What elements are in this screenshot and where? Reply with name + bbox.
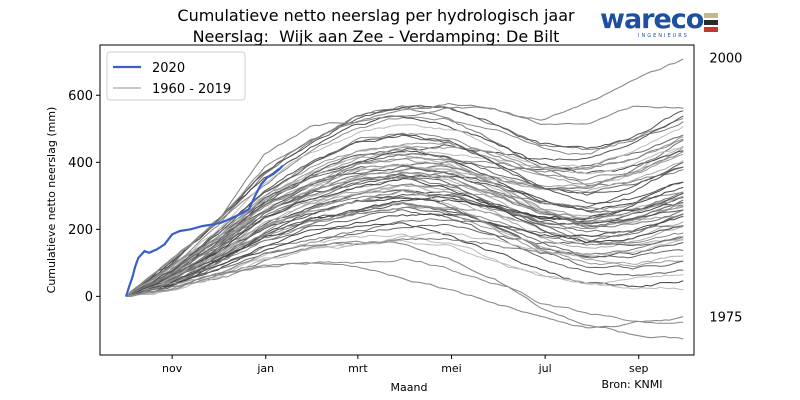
x-tick-label: mrt — [348, 362, 368, 375]
x-tick-label: jul — [538, 362, 552, 375]
historic-line — [125, 189, 684, 297]
y-tick-label: 200 — [68, 223, 93, 238]
plot-frame — [99, 44, 695, 356]
wareco-logo: wareco INGENIEURS — [600, 4, 720, 40]
historic-line — [125, 212, 684, 297]
historic-line — [125, 192, 684, 297]
x-axis-label: Maand — [391, 381, 428, 394]
historic-line — [125, 133, 684, 297]
historic-line — [125, 173, 684, 297]
historic-line — [125, 209, 684, 297]
x-tick-label: sep — [629, 362, 648, 375]
historic-line — [125, 232, 684, 297]
logo-mark-icon — [704, 13, 718, 32]
y-axis: 0 200 400 600 — [68, 89, 100, 305]
historic-line — [125, 138, 684, 297]
chart-subtitle: Neerslag: Wijk aan Zee - Verdamping: De … — [192, 27, 560, 46]
annotations: 2000 1975 — [709, 52, 742, 326]
historic-line — [125, 183, 684, 297]
logo-wordmark: wareco — [600, 4, 704, 35]
historic-line — [125, 163, 684, 297]
historic-line — [125, 139, 684, 297]
historic-line — [125, 153, 684, 297]
historic-line-dry-late — [125, 240, 684, 340]
legend-label: 1960 - 2019 — [152, 82, 231, 97]
series-line-2020 — [125, 164, 284, 297]
annotation-2000: 2000 — [709, 52, 742, 67]
annotation-1975: 1975 — [709, 310, 742, 325]
historic-line — [125, 132, 684, 297]
x-tick-label: mei — [441, 362, 462, 375]
historic-series-group — [125, 104, 684, 324]
source-note: Bron: KNMI — [602, 378, 663, 391]
historic-line — [126, 258, 684, 324]
historic-line — [125, 201, 684, 297]
x-tick-label: nov — [162, 362, 183, 375]
historic-line — [125, 124, 684, 297]
chart-title: Cumulatieve netto neerslag per hydrologi… — [177, 6, 575, 25]
legend-label: 2020 — [152, 61, 185, 76]
historic-line — [125, 136, 684, 297]
legend: 2020 1960 - 2019 — [106, 51, 246, 101]
historic-line — [125, 178, 684, 297]
historic-line — [125, 184, 684, 297]
historic-line — [125, 206, 684, 297]
historic-line — [125, 125, 684, 297]
y-tick-label: 600 — [68, 89, 93, 104]
y-axis-label: Cumulatieve netto neerslag (mm) — [45, 107, 58, 294]
historic-line-1975 — [126, 262, 684, 329]
highlight-series-group — [125, 58, 684, 340]
historic-line-wet-summer — [125, 105, 684, 297]
historic-line — [125, 160, 684, 297]
historic-line — [125, 146, 684, 297]
x-tick-label: jan — [256, 362, 274, 375]
historic-line — [125, 186, 684, 297]
legend-box — [106, 51, 246, 101]
x-axis: nov jan mrt mei jul sep — [162, 355, 649, 375]
historic-line — [125, 195, 684, 297]
historic-line — [125, 171, 684, 297]
y-tick-label: 0 — [85, 290, 93, 305]
current-series-group — [125, 164, 284, 297]
y-tick-label: 400 — [68, 156, 93, 171]
logo-subtitle: INGENIEURS — [638, 33, 689, 39]
historic-line — [125, 165, 684, 297]
